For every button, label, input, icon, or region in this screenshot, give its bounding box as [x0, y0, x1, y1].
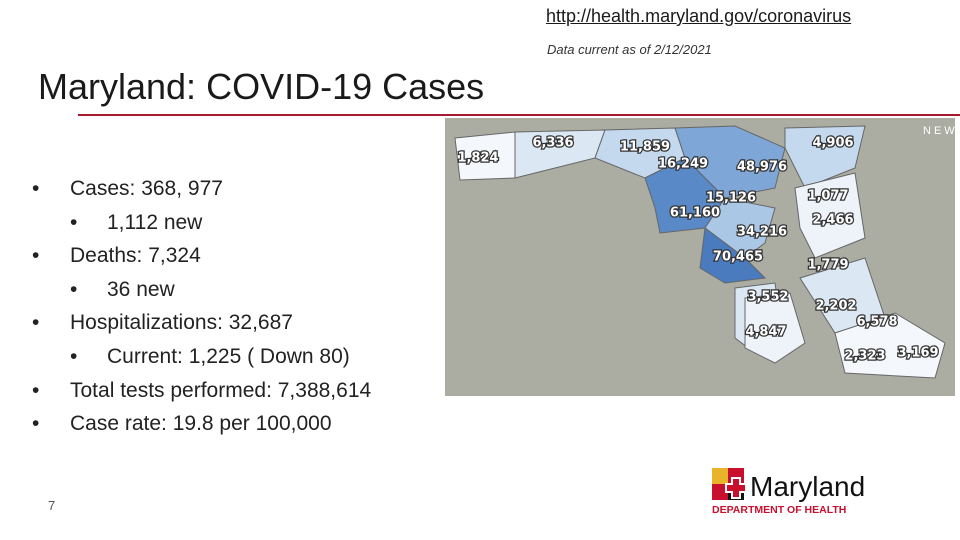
- sub-bullet-text: 36 new: [107, 277, 175, 301]
- sub-bullet-text: 1,112 new: [107, 210, 203, 234]
- bullet-dot: •: [32, 244, 40, 268]
- bullet-dot: •: [32, 311, 40, 335]
- county-label: 4,847: [745, 325, 786, 340]
- county-label: 34,216: [737, 225, 787, 240]
- county-label: 1,077: [807, 189, 848, 204]
- county-label: 1,824: [457, 151, 498, 166]
- logo-flag: [712, 468, 728, 484]
- bullet-text: Case rate: 19.8 per 100,000: [70, 412, 332, 436]
- county-label: 6,336: [532, 136, 573, 151]
- bullet-dot: •: [32, 378, 40, 402]
- county-label: 4,906: [812, 136, 853, 151]
- county-label: 2,466: [812, 213, 853, 228]
- bullet-dot: •: [32, 412, 40, 436]
- county-label: 1,779: [807, 258, 848, 273]
- logo: Maryland DEPARTMENT OF HEALTH: [712, 468, 865, 516]
- logo-flag: [712, 484, 728, 500]
- bullet-text: Deaths: 7,324: [70, 244, 201, 268]
- sub-bullet-text: Current: 1,225 ( Down 80): [107, 345, 350, 368]
- county: [514, 129, 606, 179]
- county-label: 16,249: [658, 157, 708, 172]
- bullet-text: Total tests performed: 7,388,614: [70, 378, 372, 402]
- county-label: 3,169: [897, 346, 938, 361]
- sub-bullet-dot: •: [70, 345, 78, 368]
- county: [784, 125, 866, 189]
- sub-bullet-dot: •: [70, 210, 78, 234]
- map-corner-text: NEW: [923, 125, 955, 137]
- county: [699, 227, 767, 284]
- county-label: 2,202: [815, 299, 856, 314]
- county-map: NEW 1,824 6,336 11,859 4,906 16,249 48,976 15,…: [445, 118, 955, 396]
- bullet-text: Hospitalizations: 32,687: [70, 311, 293, 335]
- county-label: 61,160: [670, 206, 720, 221]
- county: [744, 292, 806, 364]
- county-label: 6,578: [856, 315, 897, 330]
- logo-cross: [725, 477, 747, 499]
- logo-name: Maryland: [750, 471, 865, 502]
- bullet-dot: •: [32, 177, 40, 200]
- county-label: 2,323: [844, 349, 885, 364]
- county-label: 48,976: [737, 160, 787, 175]
- source-link[interactable]: http://health.maryland.gov/coronavirus: [546, 6, 852, 26]
- county-label: 11,859: [620, 140, 670, 155]
- county: [794, 172, 866, 259]
- sub-bullet-dot: •: [70, 277, 78, 301]
- slide-title: Maryland: COVID-19 Cases: [38, 66, 485, 107]
- county-label: 15,126: [706, 191, 756, 206]
- page-number: 7: [48, 498, 56, 513]
- county-label: 3,552: [747, 290, 788, 305]
- logo-subtitle: DEPARTMENT OF HEALTH: [712, 504, 846, 516]
- county: [834, 312, 946, 379]
- bullet-text: Cases: 368, 977: [70, 177, 223, 200]
- county-label: 70,465: [713, 250, 763, 265]
- title-rule: [78, 114, 960, 116]
- data-note: Data current as of 2/12/2021: [547, 42, 712, 57]
